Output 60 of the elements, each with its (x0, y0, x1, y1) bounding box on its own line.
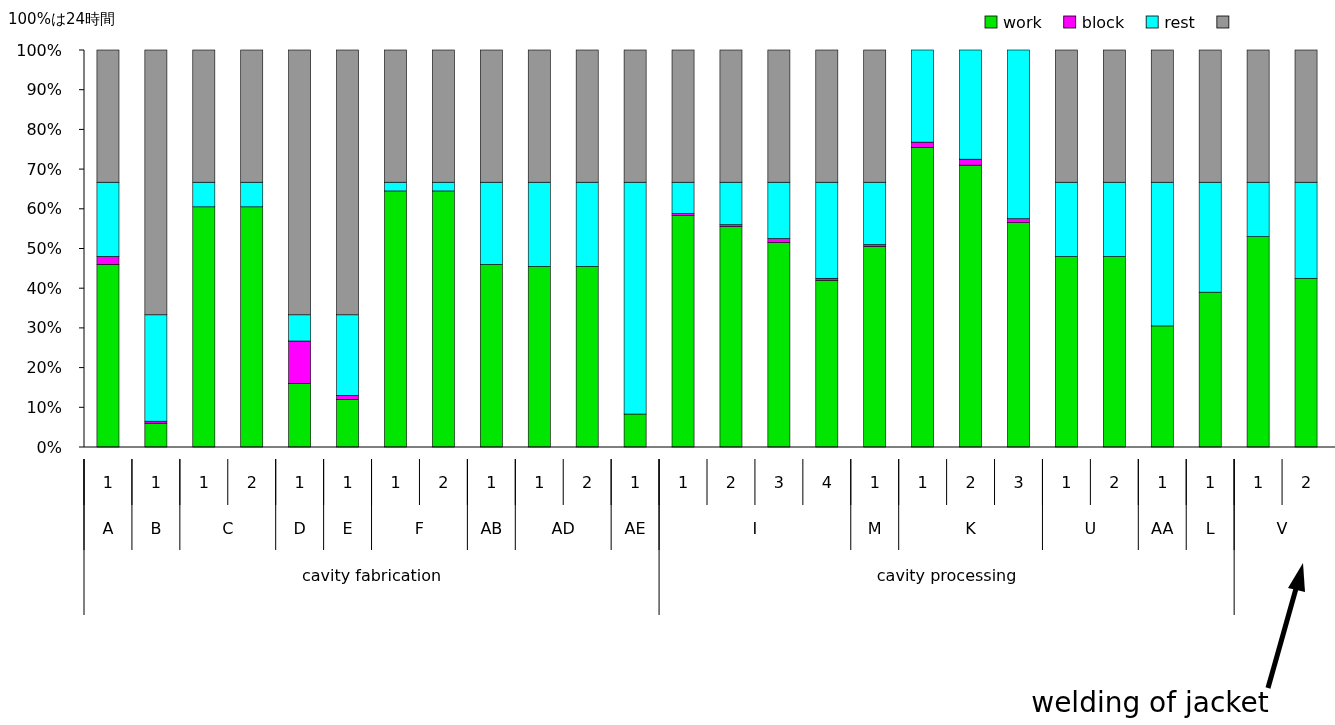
y-tick-label: 70% (26, 159, 62, 179)
text: E (342, 518, 353, 538)
text: V (1276, 518, 1288, 538)
legend-label: rest (1164, 12, 1195, 32)
x-tick-label: 3 (1013, 472, 1024, 492)
text: M (867, 518, 882, 538)
y-tick-label: 10% (26, 397, 62, 417)
text: AA (1151, 518, 1174, 538)
x-tick-label: 1 (534, 472, 545, 492)
y-tick-label: 80% (26, 119, 62, 139)
x-tick-label: 2 (438, 472, 449, 492)
y-tick-label: 0% (36, 437, 62, 457)
x-tick-label: 2 (1109, 472, 1120, 492)
y-tick-label: 90% (26, 80, 62, 100)
y-tick-label: 60% (26, 199, 62, 219)
y-tick-label: 100% (16, 40, 62, 60)
x-tick-label: 1 (1253, 472, 1264, 492)
x-tick-label: 1 (486, 472, 497, 492)
x-tick-label: 1 (102, 472, 114, 492)
text: cavity fabrication (301, 565, 442, 585)
x-tick-label: 1 (294, 472, 305, 492)
text: B (150, 518, 162, 538)
x-tick-label: 1 (198, 472, 209, 492)
x-tick-label: 1 (1205, 472, 1216, 492)
x-tick-label: 3 (773, 472, 784, 492)
text: welding of jacket (1031, 686, 1269, 719)
x-tick-label: 1 (150, 472, 161, 492)
x-tick-label: 1 (1157, 472, 1168, 492)
y-tick-label: 20% (26, 358, 62, 378)
x-tick-label: 1 (917, 472, 928, 492)
text: I (752, 518, 758, 538)
x-tick-label: 1 (630, 472, 641, 492)
x-tick-label: 1 (677, 472, 689, 492)
y-tick-label: 50% (26, 239, 62, 258)
x-tick-label: 1 (1061, 472, 1072, 492)
y-tick-label: 30% (26, 318, 62, 338)
text: K (965, 518, 977, 538)
legend-label: block (1081, 12, 1125, 32)
text: AE (624, 518, 646, 538)
legend-label: work (1003, 12, 1043, 32)
text: F (414, 518, 425, 538)
x-tick-label: 2 (1300, 472, 1312, 492)
y-tick-label: 40% (26, 278, 62, 298)
text: L (1205, 518, 1215, 538)
text: AD (551, 518, 575, 538)
x-tick-label: 2 (725, 472, 737, 492)
text: 100%は24時間 (8, 10, 115, 28)
x-tick-label: 1 (390, 472, 401, 492)
text: AB (480, 518, 503, 538)
text: D (293, 518, 306, 538)
x-tick-label: 1 (869, 472, 880, 492)
x-tick-label: 2 (582, 472, 593, 492)
x-tick-label: 4 (821, 472, 832, 492)
text: A (102, 518, 114, 538)
x-tick-label: 1 (342, 472, 353, 492)
text: cavity processing (876, 565, 1017, 585)
x-tick-label: 2 (246, 472, 257, 492)
text: U (1084, 518, 1097, 538)
x-tick-label: 2 (965, 472, 976, 492)
text: C (222, 518, 234, 538)
